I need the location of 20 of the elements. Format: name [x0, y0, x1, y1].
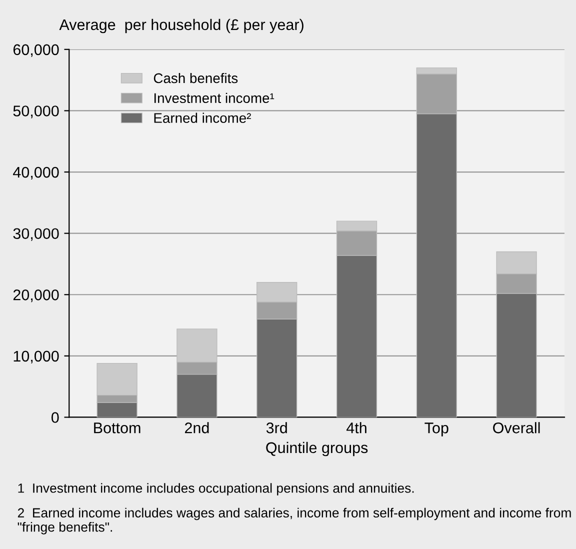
y-tick-label: 40,000: [13, 166, 59, 180]
x-tick-label: 3rd: [266, 422, 287, 434]
x-axis-title: Quintile groups: [266, 442, 368, 456]
text: 1 Investment income includes occupational pensions and annuities.: [18, 483, 414, 496]
y-tick-label: 60,000: [13, 44, 59, 57]
legend-label: Cash benefits: [154, 72, 238, 84]
x-tick-label: Overall: [493, 422, 540, 434]
x-tick-label: Bottom: [94, 422, 140, 434]
text: 2 Earned income includes wages and salaries, income from self-employment and income from "fringe benefits".: [18, 508, 571, 534]
legend-label: Earned income²: [154, 112, 251, 123]
legend-label: Investment income¹: [154, 92, 274, 104]
y-tick-label: 30,000: [13, 228, 59, 241]
y-tick-label: 10,000: [14, 350, 59, 364]
x-tick-label: 4th: [346, 422, 366, 434]
chart-title: Average per household (£ per year): [59, 18, 304, 34]
y-tick-label: 50,000: [13, 106, 59, 118]
y-tick-label: 20,000: [13, 290, 59, 302]
x-tick-label: Top: [424, 422, 448, 436]
x-tick-label: 2nd: [184, 422, 209, 434]
y-tick-label: 0: [52, 412, 59, 423]
